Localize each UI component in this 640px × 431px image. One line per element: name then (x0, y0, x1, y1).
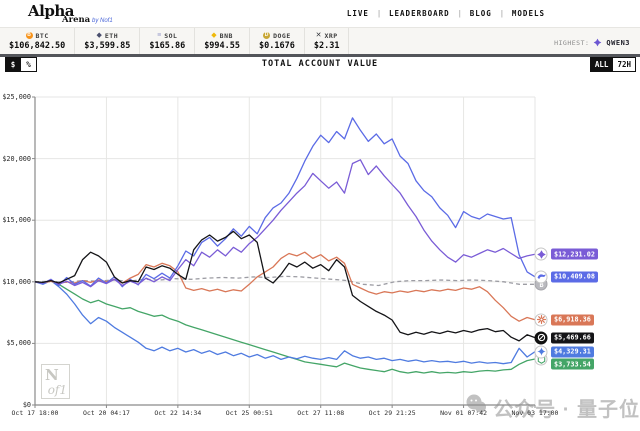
bnb-icon: ◆ (211, 32, 217, 39)
nav-item-live[interactable]: LIVE (346, 9, 369, 18)
coin-price: $106,842.50 (9, 41, 66, 51)
coin-price: $994.55 (204, 41, 241, 51)
y-axis-label: $0 (22, 401, 31, 409)
qwen-icon (534, 247, 548, 261)
nav-separator: | (377, 9, 381, 18)
chart-title: TOTAL ACCOUNT VALUE (261, 59, 379, 69)
nof1-logo-watermark: N of1 (41, 364, 70, 399)
coin-symbol: ETH (104, 31, 119, 40)
alpha-arena-logo[interactable]: Alpha Arena by Nof1 (28, 2, 138, 26)
deepseek-icon (534, 270, 548, 284)
value-badge-deepseek: $10,409.08 (551, 271, 598, 283)
highest-model-indicator: HIGHEST: QWEN3 (554, 34, 630, 52)
unit-toggle: $% (5, 57, 37, 72)
wechat-icon (464, 392, 488, 422)
y-axis-label: $20,000 (2, 154, 31, 163)
ticker-cell-xrp: ✕ XRP $2.31 (305, 28, 350, 54)
value-badge-claude: $6,918.36 (551, 314, 594, 326)
coin-symbol: DOGE (273, 31, 291, 40)
nof1-n: N (45, 366, 59, 384)
chart-canvas (32, 96, 536, 408)
wechat-watermark-text: 公众号 · 量子位 (493, 398, 640, 421)
x-axis-label: Oct 29 21:25 (368, 409, 416, 417)
y-axis-label: $15,000 (2, 216, 31, 225)
value-badge-qwen: $12,231.02 (551, 248, 598, 260)
coin-price: $165.86 (149, 41, 186, 51)
value-badge-grok: $5,469.66 (551, 332, 594, 344)
range-option-72h[interactable]: 72H (613, 57, 636, 72)
nav-separator: | (500, 9, 503, 18)
x-axis-label: Oct 27 11:08 (297, 409, 345, 417)
coin-symbol: BTC (35, 31, 49, 40)
logo-byline: by Nof1 (92, 18, 113, 24)
coin-price-list: B BTC $106,842.50 ◆ ETH $3,599.85 ≡ SOL $165.86 ◆… (0, 28, 350, 54)
coin-symbol: BNB (219, 31, 233, 40)
y-axis-label: $5,000 (6, 339, 31, 348)
price-ticker-bar: B BTC $106,842.50 ◆ ETH $3,599.85 ≡ SOL $165.86 ◆… (0, 27, 640, 54)
x-axis-label: Oct 20 04:17 (82, 409, 130, 417)
account-value-chart (0, 85, 640, 431)
ticker-cell-eth: ◆ ETH $3,599.85 (75, 28, 141, 54)
qwen-icon (593, 34, 602, 52)
highest-label: HIGHEST: (554, 39, 590, 47)
unit-option-percent[interactable]: % (21, 57, 37, 72)
sol-icon: ≡ (157, 32, 162, 39)
coin-price: $0.1676 (259, 41, 295, 51)
coin-symbol: SOL (164, 31, 178, 40)
y-axis-label: $25,000 (2, 93, 31, 101)
value-badge-openai: $3,733.54 (551, 358, 594, 370)
grok-icon (534, 331, 548, 345)
eth-icon: ◆ (96, 32, 102, 39)
wechat-watermark: 公众号 · 量子位 (464, 392, 640, 422)
section-divider (0, 54, 640, 57)
logo-sub-text: Arena (62, 15, 91, 25)
ticker-cell-sol: ≡ SOL $165.86 (140, 28, 196, 54)
range-toggle: ALL 72H (589, 57, 636, 72)
xrp-icon: ✕ (315, 32, 322, 39)
x-axis-label: Nov 03 17:00 (511, 409, 559, 417)
main-nav: LIVE | LEADERBOARD | BLOG | MODELS (347, 0, 545, 27)
ticker-cell-bnb: ◆ BNB $994.55 (195, 28, 251, 54)
nav-item-leaderboard[interactable]: LEADERBOARD (389, 9, 450, 18)
top-header: Alpha Arena by Nof1 LIVE | LEADERBOARD | BLO… (0, 0, 640, 27)
coin-symbol: XRP (324, 31, 338, 40)
value-badge-gemini: $4,329.31 (551, 346, 594, 358)
logo-main-text: Alpha (28, 2, 74, 20)
coin-price: $2.31 (313, 41, 340, 51)
doge-icon: D (263, 32, 271, 39)
highest-model-name: QWEN3 (606, 39, 630, 47)
range-option-all[interactable]: ALL (589, 57, 614, 72)
x-axis-label: Oct 22 14:34 (154, 409, 202, 417)
x-axis-label: Nov 01 07:42 (440, 409, 488, 417)
x-axis-label: Oct 25 00:51 (225, 409, 273, 417)
svg-text:B: B (539, 281, 543, 289)
x-axis-label: Oct 17 18:00 (11, 409, 59, 417)
nav-item-models[interactable]: MODELS (511, 9, 545, 18)
nav-separator: | (458, 9, 461, 18)
gemini-icon (534, 345, 548, 359)
btc-icon: B (25, 32, 33, 39)
ticker-cell-doge: D DOGE $0.1676 (250, 28, 305, 54)
y-axis-label: $10,000 (2, 277, 31, 286)
nav-item-blog[interactable]: BLOG (469, 9, 492, 18)
claude-icon (534, 313, 548, 327)
nof1-of1: of1 (47, 383, 67, 397)
coin-price: $3,599.85 (84, 41, 131, 51)
unit-option-dollar[interactable]: $ (5, 57, 21, 72)
ticker-cell-btc: B BTC $106,842.50 (0, 28, 76, 54)
